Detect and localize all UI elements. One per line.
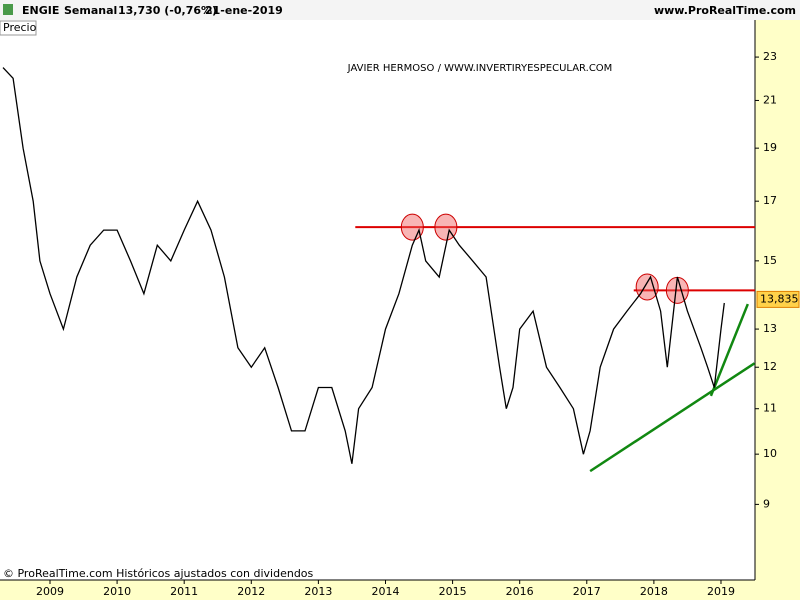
footer: © ProRealTime.com Históricos ajustados c… bbox=[3, 567, 314, 580]
trend-line bbox=[589, 362, 756, 473]
icon bbox=[3, 4, 13, 15]
last-price-label: 13,835 bbox=[760, 292, 799, 305]
x-tick-label: 2011 bbox=[170, 585, 198, 598]
y-tick-label: 9 bbox=[763, 497, 770, 510]
trend-line bbox=[709, 303, 749, 397]
symbol: ENGIE bbox=[22, 4, 59, 17]
x-tick-label: 2013 bbox=[304, 585, 332, 598]
y-tick-label: 23 bbox=[763, 50, 777, 63]
x-tick-label: 2015 bbox=[439, 585, 467, 598]
y-tick-label: 13 bbox=[763, 322, 777, 335]
y-tick-label: 11 bbox=[763, 402, 777, 415]
highlight-circle bbox=[635, 273, 659, 301]
y-tick-label: 17 bbox=[763, 194, 777, 207]
x-tick-label: 2009 bbox=[36, 585, 64, 598]
x-axis-area bbox=[0, 580, 800, 600]
period: Semanal bbox=[64, 4, 117, 17]
x-tick-label: 2012 bbox=[237, 585, 265, 598]
x-tick-label: 2019 bbox=[707, 585, 735, 598]
y-tick-label: 19 bbox=[763, 141, 777, 154]
y-tick-label: 10 bbox=[763, 447, 777, 460]
y-tick-label: 21 bbox=[763, 93, 777, 106]
x-tick-label: 2010 bbox=[103, 585, 131, 598]
y-tick-label: 15 bbox=[763, 254, 777, 267]
header-bar bbox=[0, 0, 800, 20]
y-tick-label: 12 bbox=[763, 360, 777, 373]
last-price-box bbox=[756, 290, 800, 308]
series-label: Precio bbox=[3, 21, 37, 34]
x-tick-label: 2016 bbox=[506, 585, 534, 598]
site: www.ProRealTime.com bbox=[654, 4, 796, 17]
date: 21-ene-2019 bbox=[205, 4, 283, 17]
x-tick-label: 2018 bbox=[640, 585, 668, 598]
x-tick-label: 2014 bbox=[371, 585, 399, 598]
x-tick-label: 2017 bbox=[573, 585, 601, 598]
annotation: JAVIER HERMOSO / WWW.INVERTIRYESPECULAR.… bbox=[347, 63, 613, 74]
y-axis-area bbox=[755, 20, 800, 600]
series-label-box bbox=[0, 20, 37, 36]
quote: 13,730 (-0,76%) bbox=[118, 4, 217, 17]
price-line bbox=[2, 67, 725, 464]
